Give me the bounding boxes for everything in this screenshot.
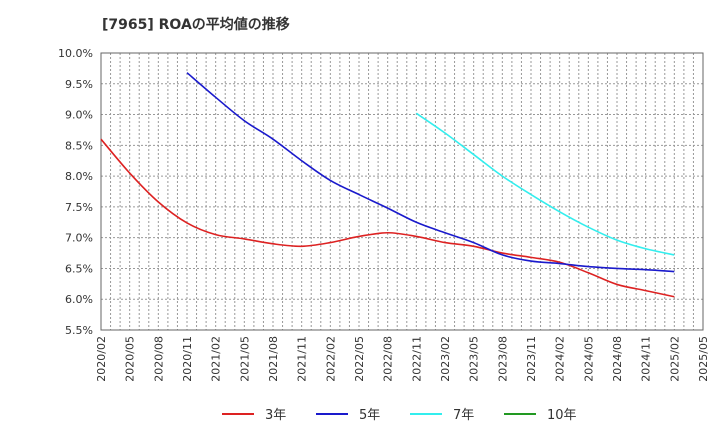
x-tick-label: 2022/02	[324, 336, 337, 382]
y-tick-label: 10.0%	[58, 47, 93, 60]
legend-label-5年: 5年	[359, 408, 380, 423]
y-tick-label: 7.5%	[65, 201, 93, 214]
series-line-7年	[415, 112, 675, 256]
y-tick-label: 5.5%	[65, 324, 93, 337]
x-tick-label: 2024/11	[640, 336, 653, 382]
y-tick-label: 8.5%	[65, 139, 93, 152]
x-tick-label: 2021/05	[238, 336, 251, 382]
x-tick-label: 2021/11	[296, 336, 309, 382]
x-tick-label: 2020/02	[95, 336, 108, 382]
x-tick-label: 2022/08	[382, 336, 395, 382]
x-tick-label: 2022/11	[410, 336, 423, 382]
x-tick-label: 2020/11	[181, 336, 194, 382]
chart-title: [7965] ROAの平均値の推移	[102, 17, 290, 33]
y-tick-label: 6.5%	[65, 262, 93, 275]
x-tick-label: 2024/05	[582, 336, 595, 382]
x-tick-label: 2023/05	[468, 336, 481, 382]
plot-frame	[100, 52, 704, 331]
y-tick-label: 9.0%	[65, 109, 93, 122]
y-tick-label: 6.0%	[65, 293, 93, 306]
x-tick-label: 2021/08	[267, 336, 280, 382]
y-tick-label: 7.0%	[65, 232, 93, 245]
x-tick-label: 2020/05	[124, 336, 137, 382]
x-tick-label: 2023/11	[525, 336, 538, 382]
x-tick-label: 2023/08	[496, 336, 509, 382]
x-tick-label: 2020/08	[152, 336, 165, 382]
x-tick-label: 2021/02	[210, 336, 223, 382]
x-tick-label: 2023/02	[439, 336, 452, 382]
y-tick-label: 8.0%	[65, 170, 93, 183]
series-line-5年	[186, 72, 675, 273]
legend-label-3年: 3年	[265, 408, 286, 423]
x-tick-label: 2022/05	[353, 336, 366, 382]
x-tick-label: 2024/02	[554, 336, 567, 382]
legend-label-7年: 7年	[453, 408, 474, 423]
x-tick-label: 2024/08	[611, 336, 624, 382]
y-tick-label: 9.5%	[65, 78, 93, 91]
plot-area	[101, 53, 703, 330]
x-tick-label: 2025/05	[697, 336, 710, 382]
x-tick-label: 2025/02	[668, 336, 681, 382]
series-line-3年	[100, 138, 675, 298]
legend-label-10年: 10年	[547, 408, 577, 423]
